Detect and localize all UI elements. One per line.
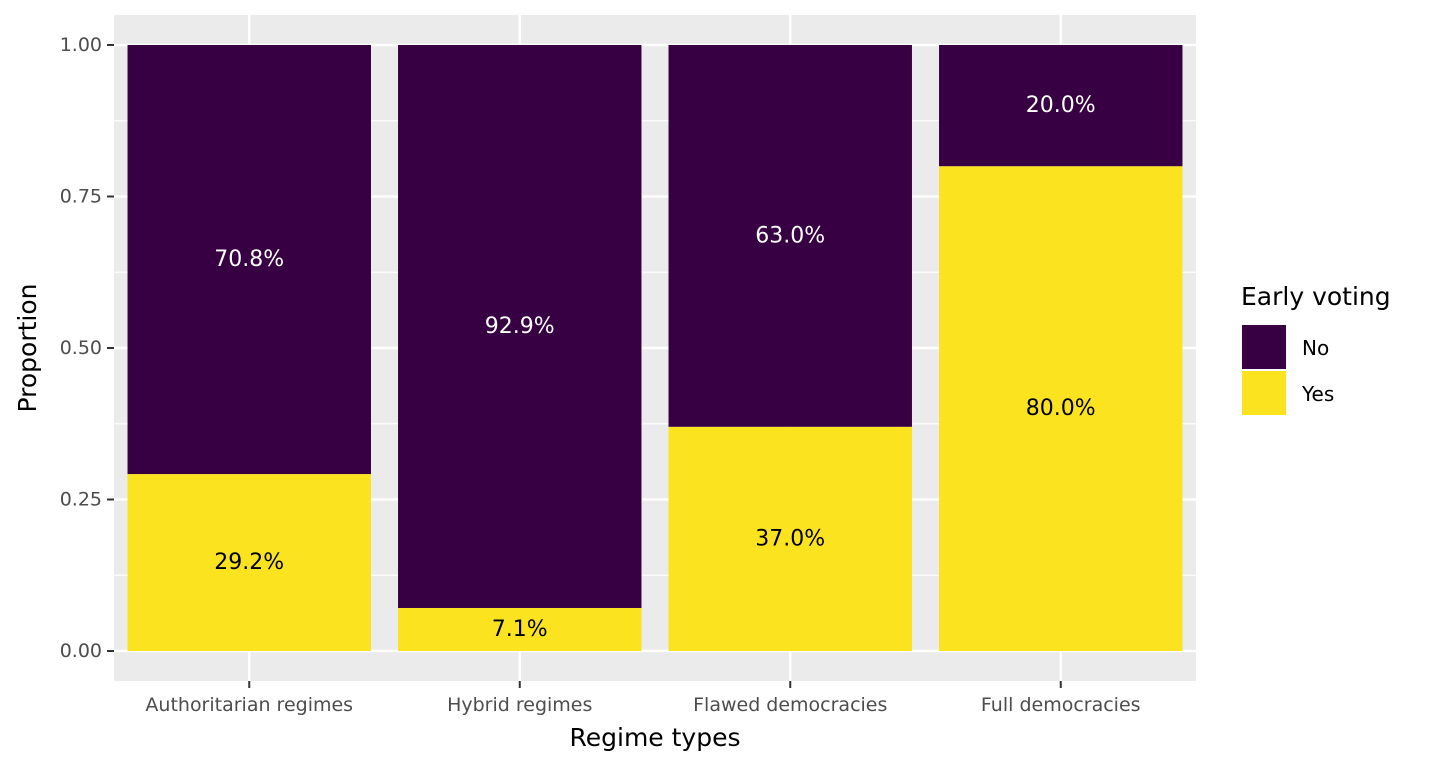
legend: Early voting No Yes <box>1241 282 1391 415</box>
data-label: 80.0% <box>1026 396 1096 421</box>
y-tick-label: 0.25 <box>60 489 102 511</box>
data-label: 29.2% <box>214 550 284 575</box>
data-label: 92.9% <box>485 314 555 339</box>
bar-yes <box>668 426 912 651</box>
data-label: 37.0% <box>755 526 825 551</box>
y-tick-label: 1.00 <box>60 34 102 56</box>
bar-no <box>939 45 1183 167</box>
y-axis-title: Proportion <box>13 284 42 413</box>
x-tick-label: Full democracies <box>981 694 1141 716</box>
bar-yes <box>127 474 371 651</box>
legend-label: No <box>1302 336 1329 360</box>
y-tick-label: 0.50 <box>60 337 102 359</box>
bar-yes <box>939 166 1183 651</box>
bar-yes <box>398 607 642 651</box>
y-axis: 0.00 0.25 0.50 0.75 1.00 <box>60 34 114 662</box>
data-label: 70.8% <box>214 247 284 272</box>
data-labels: 29.2% 70.8% 7.1% 92.9% 37.0% 63.0% 80.0% 20.0% <box>214 93 1095 642</box>
y-tick-label: 0.00 <box>60 640 102 662</box>
x-tick-label: Hybrid regimes <box>447 694 592 716</box>
x-tick-label: Flawed democracies <box>693 694 887 716</box>
legend-key-yes <box>1242 371 1286 415</box>
legend-title: Early voting <box>1241 282 1391 311</box>
legend-label: Yes <box>1301 382 1334 406</box>
data-label: 20.0% <box>1026 93 1096 118</box>
legend-key-no <box>1242 325 1286 369</box>
x-axis: Authoritarian regimes Hybrid regimes Flawe… <box>145 681 1141 716</box>
data-label: 63.0% <box>755 223 825 248</box>
x-tick-label: Authoritarian regimes <box>145 694 353 716</box>
x-axis-title: Regime types <box>570 723 741 752</box>
bar-no <box>668 45 912 427</box>
y-tick-label: 0.75 <box>60 186 102 208</box>
bar-no <box>127 45 371 475</box>
data-label: 7.1% <box>492 617 548 642</box>
bars <box>127 45 1183 651</box>
bar-no <box>398 45 642 608</box>
